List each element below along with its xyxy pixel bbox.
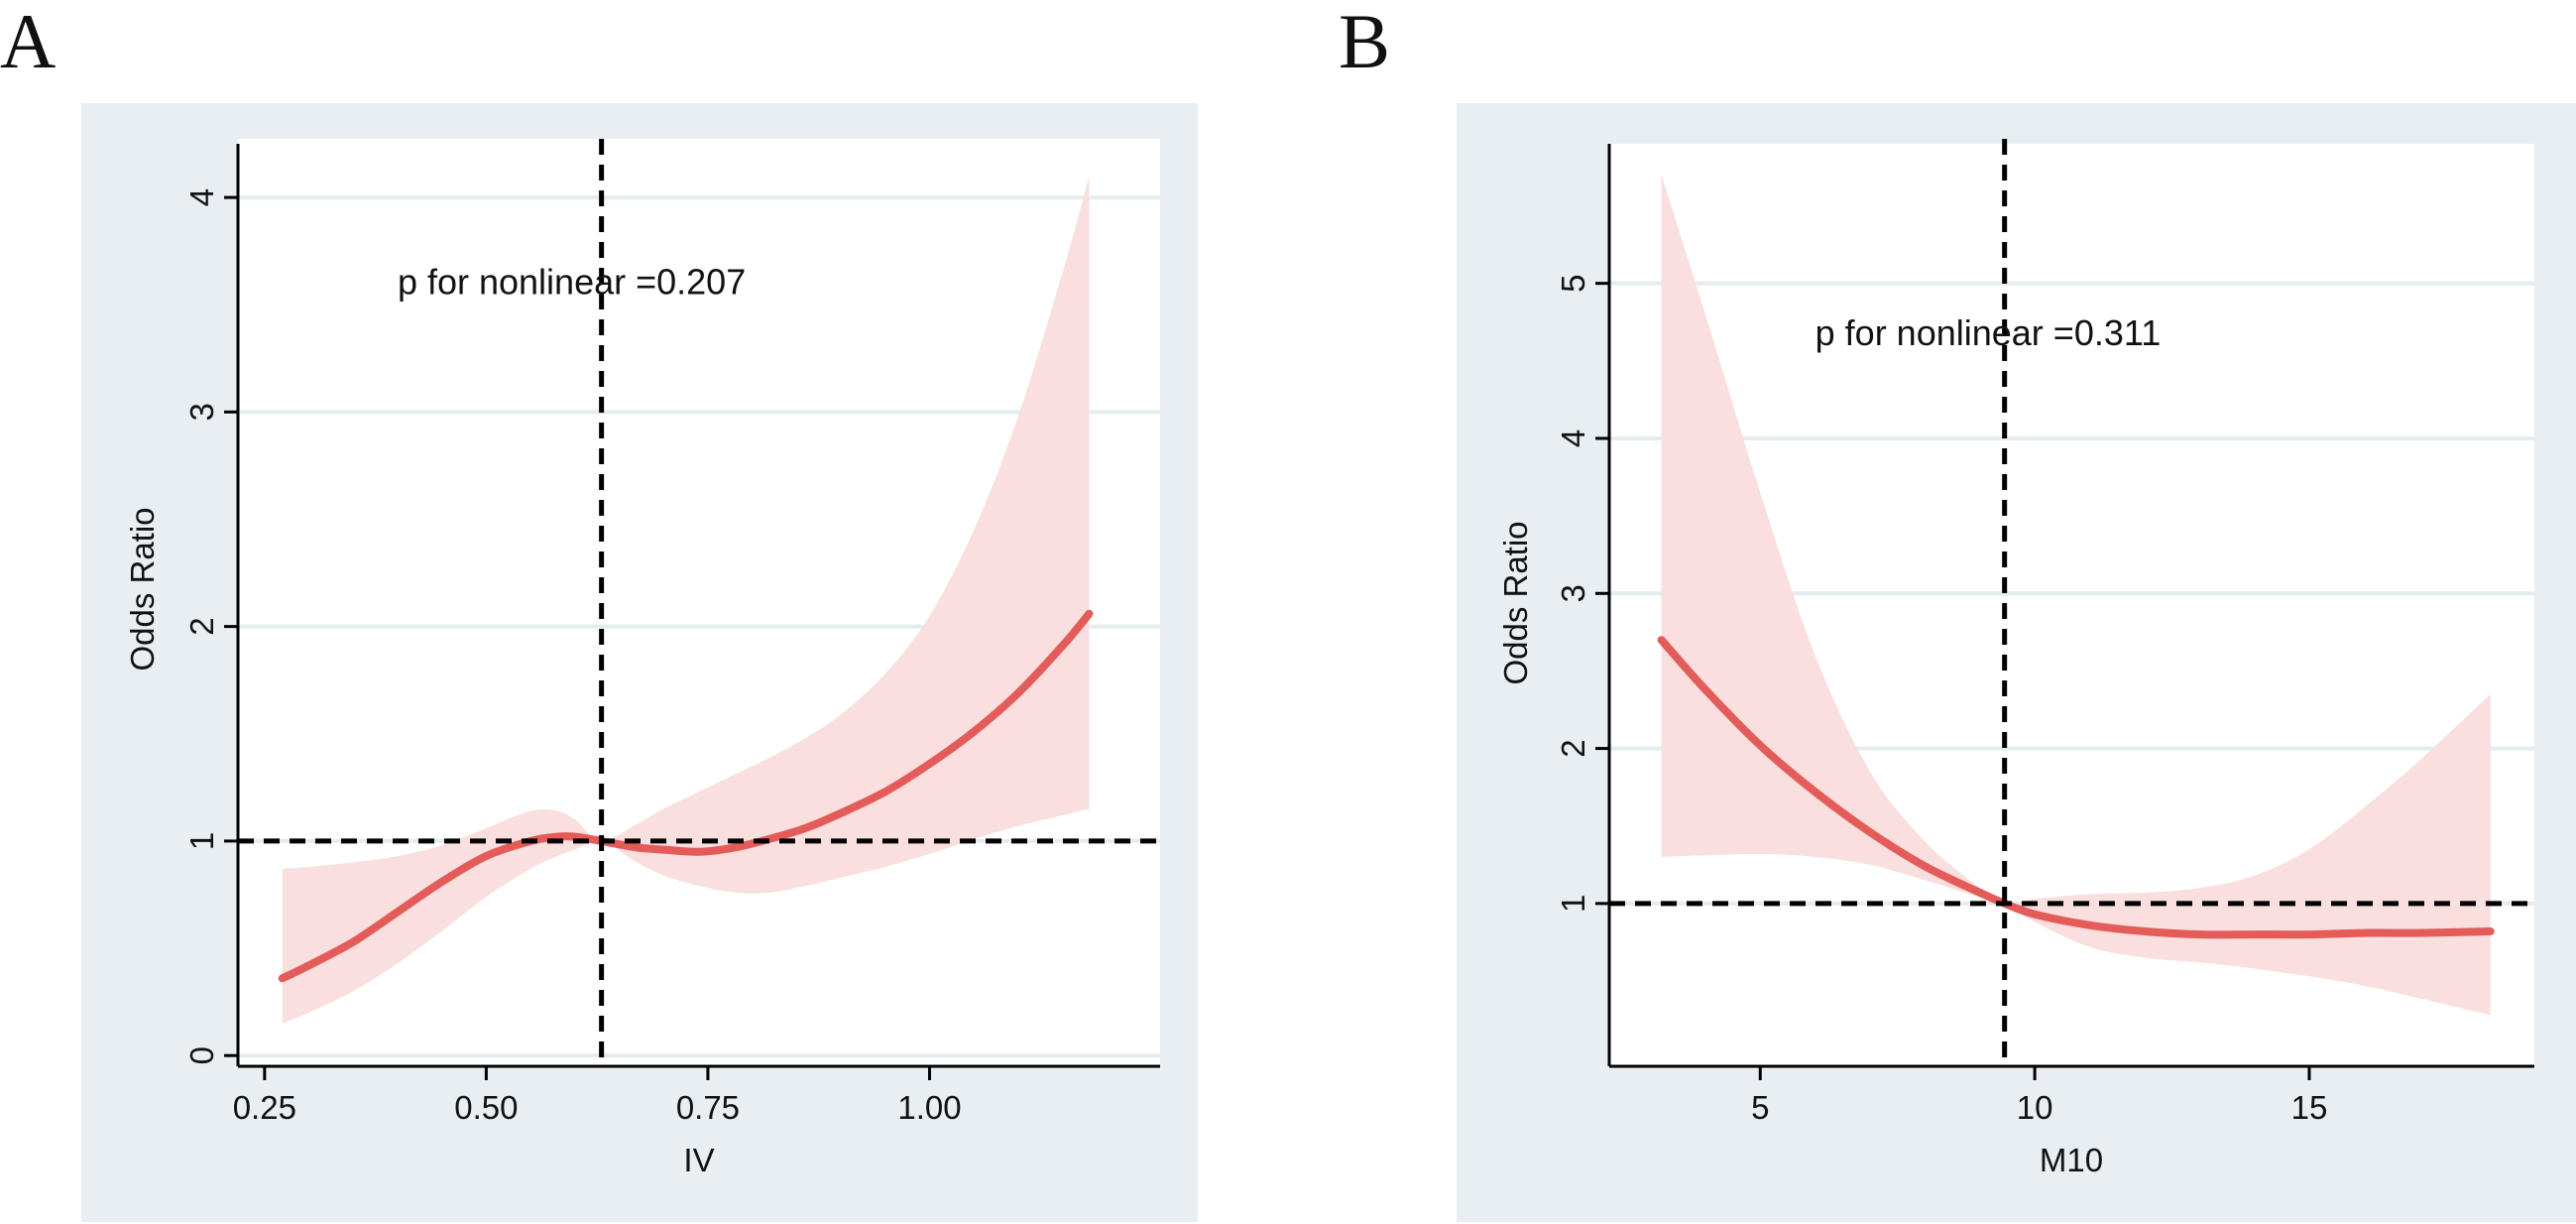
panel-a-x-tick-label: 0.75 <box>676 1089 740 1126</box>
panel-label-b: B <box>1339 0 1390 84</box>
panel-b-x-tick-label: 5 <box>1751 1089 1769 1126</box>
panel-a-series <box>278 609 1094 983</box>
panel-a-x-tick-label: 0.50 <box>454 1089 518 1126</box>
panel-a-y-tick-label: 2 <box>183 617 220 635</box>
panel-b-y-tick-label: 2 <box>1555 739 1591 757</box>
panel-a-y-ticks: 0 1 2 3 4 <box>183 188 238 1064</box>
panel-b-y-ticks: 1 2 3 4 5 <box>1555 274 1609 913</box>
panel-b-series-line <box>1657 636 2495 939</box>
panel-a-y-tick-label: 1 <box>183 832 220 850</box>
panel-b-annotation: p for nonlinear =0.311 <box>1815 312 2162 353</box>
panel-a-ci-band <box>282 176 1090 1024</box>
panel-b-x-tick-label: 15 <box>2291 1089 2328 1126</box>
panel-b-x-axis-title: M10 <box>2040 1142 2103 1178</box>
panel-a-series-line <box>278 609 1094 983</box>
panel-b-x-tick-label: 10 <box>2017 1089 2053 1126</box>
panel-a-y-tick-label: 3 <box>183 403 220 421</box>
panel-a-y-tick-label: 4 <box>183 188 220 206</box>
panel-a-annotation: p for nonlinear =0.207 <box>398 261 746 302</box>
panel-b-y-tick-label: 3 <box>1555 584 1591 602</box>
panel-label-a: A <box>0 0 56 84</box>
panel-a-x-tick-label: 0.25 <box>233 1089 296 1126</box>
panel-a: A 0 1 2 3 4 0.25 0.50 0.75 1.00 Odds Ratio IV p… <box>0 0 1198 1222</box>
panel-b-ci-band <box>1661 175 2491 1016</box>
panel-a-y-tick-label: 0 <box>183 1046 220 1064</box>
panel-b-series <box>1657 636 2495 939</box>
panel-b-y-axis-title: Odds Ratio <box>1497 521 1534 684</box>
panel-a-x-axis-title: IV <box>683 1142 714 1178</box>
panel-a-y-axis-title: Odds Ratio <box>124 507 161 671</box>
panel-b-y-tick-label: 4 <box>1555 429 1591 447</box>
panel-b-x-ticks: 5 10 15 <box>1751 1066 2327 1126</box>
panel-b-y-tick-label: 5 <box>1555 274 1591 292</box>
panel-b: B 1 2 3 4 5 5 10 15 Odds Ratio M10 p for nonli… <box>1339 0 2576 1222</box>
panel-b-y-tick-label: 1 <box>1555 895 1591 913</box>
panel-a-x-ticks: 0.25 0.50 0.75 1.00 <box>233 1066 962 1126</box>
panel-a-x-tick-label: 1.00 <box>897 1089 961 1126</box>
